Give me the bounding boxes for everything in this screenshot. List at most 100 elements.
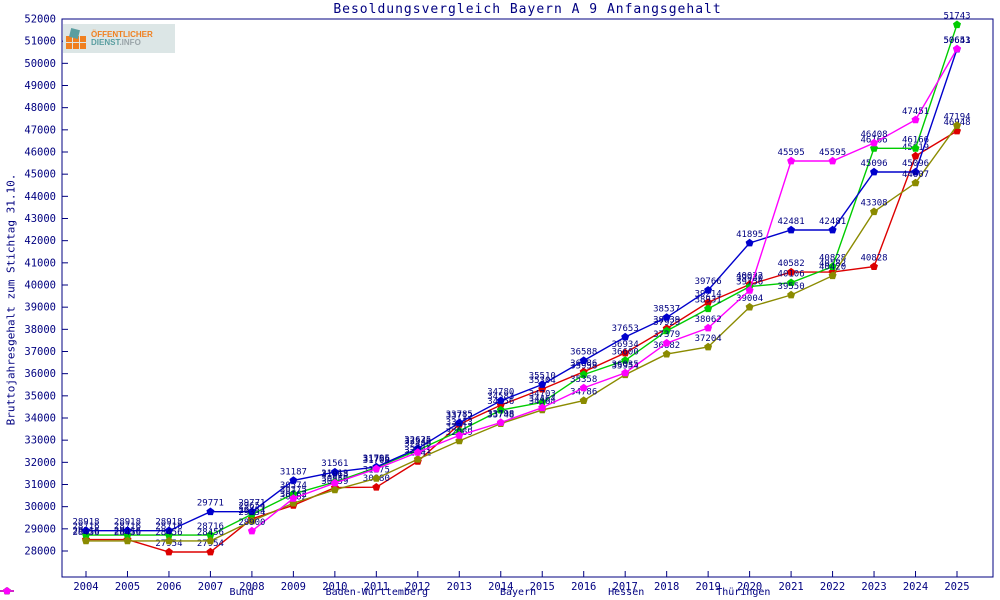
data-point-label: 43308 xyxy=(860,199,887,209)
data-point-marker-bayern xyxy=(123,526,132,534)
data-point-label: 40828 xyxy=(819,254,846,264)
data-point-label: 35510 xyxy=(529,372,556,382)
logo-squares-icon xyxy=(66,27,88,50)
y-tick-label: 36000 xyxy=(24,368,56,380)
data-point-marker-th-ringen xyxy=(538,403,547,412)
x-tick-label: 2011 xyxy=(364,581,389,593)
y-tick-label: 43000 xyxy=(24,213,56,225)
data-point-label: 37204 xyxy=(695,334,722,344)
legend-label: Baden-Württemberg xyxy=(325,586,428,598)
y-tick-label: 44000 xyxy=(24,191,56,203)
y-tick-label: 39000 xyxy=(24,302,56,314)
data-point-marker-hessen xyxy=(247,516,256,525)
x-tick-label: 2023 xyxy=(861,581,886,593)
data-point-marker-baden-w-rttemberg xyxy=(579,370,588,378)
data-point-label: 34780 xyxy=(487,388,514,398)
x-tick-label: 2012 xyxy=(405,581,430,593)
data-point-label: 28918 xyxy=(155,518,182,528)
data-point-label: 33785 xyxy=(446,410,473,420)
data-point-label: 37653 xyxy=(612,324,639,334)
data-point-marker-bund xyxy=(165,547,173,556)
x-tick-label: 2013 xyxy=(447,581,472,593)
data-point-label: 36600 xyxy=(612,347,639,357)
data-point-label: 46408 xyxy=(860,130,887,140)
data-point-marker-hessen xyxy=(330,485,339,494)
y-tick-label: 51000 xyxy=(24,36,56,48)
y-tick-label: 38000 xyxy=(24,324,56,336)
data-point-label: 31561 xyxy=(321,459,348,469)
data-point-label: 32625 xyxy=(404,435,431,445)
data-point-label: 31068 xyxy=(321,470,348,480)
data-point-marker-bund xyxy=(911,151,920,160)
data-point-marker-bayern xyxy=(82,526,90,534)
data-point-label: 35358 xyxy=(570,375,597,385)
data-point-marker-th-ringen xyxy=(496,418,505,426)
data-point-marker-bayern xyxy=(165,526,173,534)
logo-text-line1: ÖFFENTLICHER xyxy=(91,29,153,39)
y-tick-label: 41000 xyxy=(24,257,56,269)
data-point-marker-bayern xyxy=(704,286,713,294)
site-logo[interactable]: ÖFFENTLICHER DIENST.INFO xyxy=(63,24,175,53)
legend-marker-icon xyxy=(0,587,14,595)
data-point-marker-bayern xyxy=(745,238,754,247)
x-tick-label: 2020 xyxy=(737,581,762,593)
data-point-marker-baden-w-rttemberg xyxy=(787,278,796,286)
data-point-marker-th-ringen xyxy=(662,338,671,347)
data-point-marker-th-ringen xyxy=(372,464,381,473)
data-point-label: 33712 xyxy=(446,411,473,421)
data-point-marker-hessen xyxy=(165,536,173,545)
data-point-marker-th-ringen xyxy=(787,156,796,165)
data-point-label: 31708 xyxy=(363,456,390,466)
data-point-marker-hessen xyxy=(745,302,754,311)
data-point-label: 40106 xyxy=(778,270,805,280)
data-point-label: 36934 xyxy=(612,340,639,350)
data-point-marker-baden-w-rttemberg xyxy=(953,20,961,29)
data-point-marker-th-ringen xyxy=(953,44,961,53)
x-tick-label: 2022 xyxy=(820,581,845,593)
x-tick-label: 2004 xyxy=(73,581,98,593)
data-point-marker-baden-w-rttemberg xyxy=(621,356,630,364)
x-tick-label: 2024 xyxy=(903,581,928,593)
data-point-label: 38062 xyxy=(695,315,722,325)
series-line-baden-w-rttemberg xyxy=(86,24,958,536)
data-point-label: 45096 xyxy=(902,159,929,169)
data-point-label: 28918 xyxy=(114,518,141,528)
series-line-bund xyxy=(86,130,958,553)
data-point-marker-baden-w-rttemberg xyxy=(455,426,464,435)
data-point-marker-hessen xyxy=(828,271,837,280)
data-point-label: 28918 xyxy=(72,518,99,528)
data-point-label: 31766 xyxy=(363,455,390,465)
data-point-marker-bayern xyxy=(330,467,339,476)
data-point-marker-bayern xyxy=(579,356,588,364)
logo-text-line2: DIENST.INFO xyxy=(91,37,141,47)
y-tick-label: 49000 xyxy=(24,80,56,92)
y-tick-label: 28000 xyxy=(24,546,56,558)
data-point-label: 29771 xyxy=(197,499,224,509)
data-point-marker-baden-w-rttemberg xyxy=(704,304,713,313)
data-point-label: 33748 xyxy=(487,411,514,421)
data-point-marker-bund xyxy=(206,547,215,556)
data-point-label: 46166 xyxy=(902,135,929,145)
data-point-label: 37929 xyxy=(653,318,680,328)
y-tick-label: 50000 xyxy=(24,58,56,70)
data-point-label: 40420 xyxy=(819,263,846,273)
series-line-th-ringen xyxy=(251,48,958,532)
data-point-marker-bayern xyxy=(538,380,547,388)
data-point-marker-bund xyxy=(704,298,713,306)
data-point-marker-bayern xyxy=(662,313,671,321)
data-point-label: 45595 xyxy=(778,148,805,158)
data-point-label: 30574 xyxy=(280,481,307,491)
data-point-marker-baden-w-rttemberg xyxy=(206,530,215,539)
y-tick-label: 31000 xyxy=(24,479,56,491)
data-point-label: 40022 xyxy=(736,272,763,282)
data-point-marker-baden-w-rttemberg xyxy=(662,326,671,335)
data-point-label: 28456 xyxy=(155,528,182,538)
legend-label: Hessen xyxy=(608,586,645,598)
data-point-label: 29771 xyxy=(238,499,265,509)
data-point-label: 36588 xyxy=(570,348,597,358)
x-tick-label: 2021 xyxy=(778,581,803,593)
data-point-label: 29354 xyxy=(238,508,265,518)
y-tick-label: 46000 xyxy=(24,147,56,159)
legend-item-th-ringen: Thüringen xyxy=(0,587,770,598)
